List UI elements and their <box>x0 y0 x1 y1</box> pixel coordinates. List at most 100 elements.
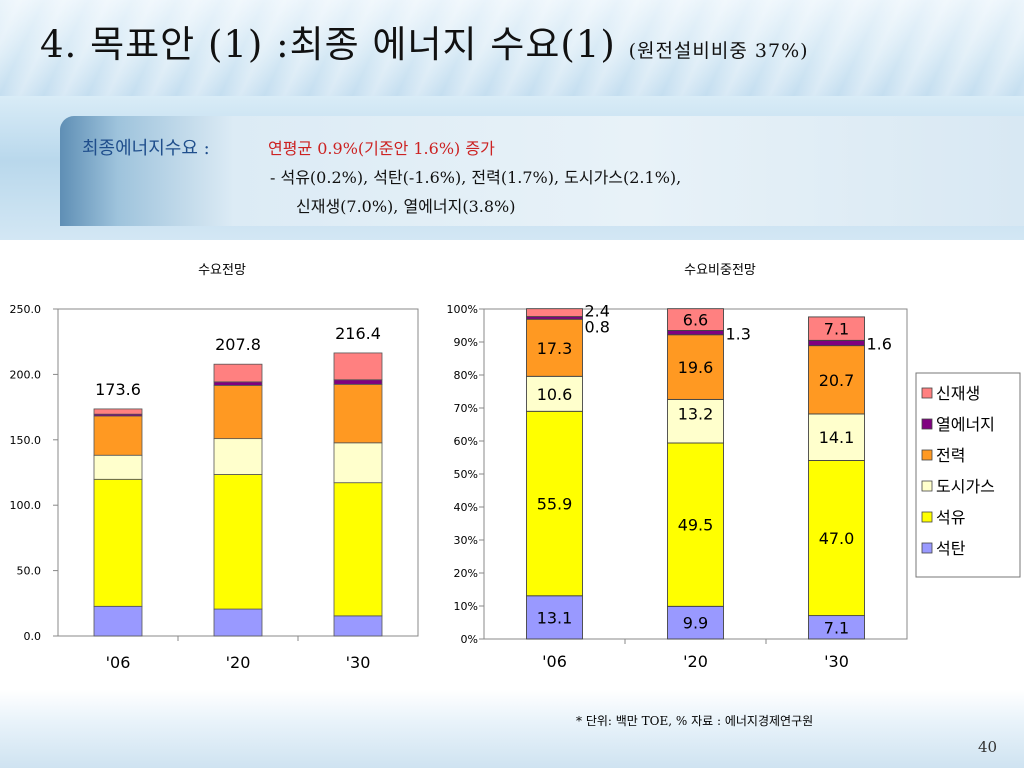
chart2-y-tick-label: 80% <box>454 369 478 382</box>
chart1-bar-segment <box>93 478 143 607</box>
detail-line-2: 신재생(7.0%), 열에너지(3.8%) <box>296 197 516 216</box>
summary-band <box>0 96 1024 240</box>
chart1-bar-segment <box>333 442 383 484</box>
chart2-data-label: 14.1 <box>819 428 855 447</box>
chart2-legend-swatch <box>921 449 933 461</box>
chart1-bar-segment <box>213 438 263 475</box>
chart1-bar-segment <box>333 379 383 385</box>
chart2-bar-segment <box>667 308 724 331</box>
chart1-bar-segment <box>333 383 383 444</box>
footer-background <box>0 690 1024 768</box>
chart1-bar-segment <box>93 605 143 637</box>
chart2-bar-segment <box>526 308 583 318</box>
chart2-y-tick-label: 90% <box>454 336 478 349</box>
chart2-y-tick-label: 30% <box>454 534 478 547</box>
chart2-legend-box <box>915 372 1021 578</box>
chart2-legend-label: 석유 <box>936 508 965 527</box>
detail-line-1: - 석유(0.2%), 석탄(-1.6%), 전력(1.7%), 도시가스(2.… <box>270 168 682 187</box>
chart2-legend-label: 도시가스 <box>936 477 995 496</box>
chart2-data-label: 1.6 <box>867 334 892 353</box>
chart2-data-label: 49.5 <box>678 516 714 535</box>
chart1-total-label: 207.8 <box>215 335 261 354</box>
chart1-bar-segment <box>213 474 263 610</box>
slide-title-main: 4. 목표안 (1) :최종 에너지 수요(1) <box>40 23 616 66</box>
chart2-bar-segment <box>808 316 865 341</box>
chart1-y-tick-label: 0.0 <box>24 630 42 643</box>
chart1-bar-segment <box>213 363 263 383</box>
chart2-legend-swatch <box>921 511 933 523</box>
chart2-bar-segment <box>667 398 724 444</box>
chart1-bar-segment <box>333 482 383 617</box>
chart2-bar-segment <box>808 413 865 461</box>
chart2-x-label: '06 <box>542 652 567 671</box>
chart2-y-tick-label: 40% <box>454 501 478 514</box>
chart2-y-tick-label: 70% <box>454 402 478 415</box>
chart2-data-label: 19.6 <box>678 358 714 377</box>
chart2-bar-segment <box>526 595 583 640</box>
chart1-bar-segment <box>93 454 143 480</box>
demand-forecast-chart: 0.0 50.0 100.0 150.0 200.0 250.0 173.6 '06 207.8… <box>10 303 419 672</box>
chart2-data-label: 13.2 <box>678 404 714 423</box>
chart1-y-tick-label: 100.0 <box>10 499 42 512</box>
chart2-data-label: 13.1 <box>537 608 573 627</box>
chart1-title: 수요전망 <box>198 263 246 278</box>
chart2-data-label: 1.3 <box>726 324 751 343</box>
chart2-bar-segment <box>526 375 583 412</box>
chart2-bar-segment <box>526 318 583 377</box>
chart2-legend-swatch <box>921 418 933 430</box>
chart2-legend-label: 석탄 <box>936 539 966 558</box>
chart2-y-tick-label: 10% <box>454 600 478 613</box>
chart2-y-tick-label: 50% <box>454 468 478 481</box>
chart2-legend-swatch <box>921 542 933 554</box>
summary-label: 최종에너지수요 : <box>82 138 210 159</box>
chart2-bar-segment <box>667 330 724 336</box>
chart1-x-label: '06 <box>106 653 131 672</box>
chart1-y-tick-label: 200.0 <box>10 368 42 381</box>
chart2-legend-label: 열에너지 <box>936 415 995 434</box>
chart2-data-label: 2.4 <box>585 302 610 321</box>
chart1-x-label: '20 <box>226 653 251 672</box>
chart2-legend-swatch <box>921 480 933 492</box>
chart2-data-label: 7.1 <box>824 320 849 339</box>
chart2-legend-label: 전력 <box>936 446 965 465</box>
chart2-data-label: 17.3 <box>537 339 573 358</box>
chart2-x-label: '20 <box>683 652 708 671</box>
summary-panel <box>60 116 1024 226</box>
title-bar: 4. 목표안 (1) :최종 에너지 수요(1) (원전설비비중 37%) <box>0 0 1024 96</box>
summary-text: 연평균 0.9%(기준안 1.6%) 증가 <box>268 139 495 158</box>
chart2-data-label: 7.1 <box>824 618 849 637</box>
chart1-bar-segment <box>93 415 143 456</box>
chart2-data-label: 6.6 <box>683 311 708 330</box>
chart1-bar-segment <box>333 615 383 637</box>
page-number: 40 <box>978 738 998 756</box>
chart2-x-label: '30 <box>824 652 849 671</box>
chart1-y-tick-label: 50.0 <box>17 565 42 578</box>
slide-title: 4. 목표안 (1) :최종 에너지 수요(1) (원전설비비중 37%) <box>40 14 809 68</box>
chart2-y-tick-label: 20% <box>454 567 478 580</box>
chart2-data-label: 0.8 <box>585 318 610 337</box>
chart2-data-label: 55.9 <box>537 495 573 514</box>
chart2-bar-segment <box>808 339 865 347</box>
chart2-bar-segment <box>526 410 583 597</box>
chart2-y-tick-label: 60% <box>454 435 478 448</box>
chart1-y-tick-label: 250.0 <box>10 303 42 316</box>
chart2-legend-label: 신재생 <box>936 384 980 403</box>
chart2-data-label: 20.7 <box>819 371 855 390</box>
chart1-bar-segment <box>213 384 263 440</box>
title-bar-background <box>0 0 1024 96</box>
chart1-x-label: '30 <box>346 653 371 672</box>
chart2-bar-segment <box>667 334 724 400</box>
chart2-bar-segment <box>667 442 724 607</box>
chart2-data-label: 9.9 <box>683 614 708 633</box>
chart1-total-label: 173.6 <box>95 380 141 399</box>
chart2-bar-segment <box>808 460 865 617</box>
demand-share-chart: 0% 10% 20% 30% 40% 50% 60% 70% 80% 90% 100% 13.1 55.… <box>447 302 1021 671</box>
chart1-bar-segment <box>333 352 383 381</box>
chart2-data-label: 47.0 <box>819 529 855 548</box>
chart1-bar-segment <box>93 408 143 415</box>
chart1-y-tick-label: 150.0 <box>10 434 42 447</box>
chart2-bar-segment <box>808 345 865 415</box>
chart1-bar-segment <box>213 381 263 386</box>
chart2-y-tick-label: 0% <box>461 633 478 646</box>
chart1-bar-segment <box>213 608 263 637</box>
